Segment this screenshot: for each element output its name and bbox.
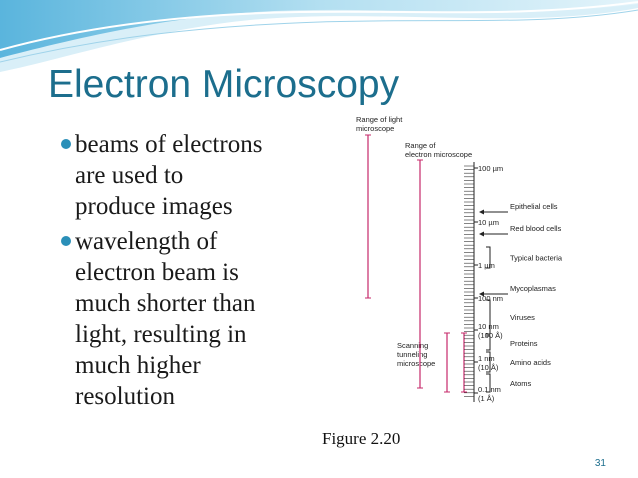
bracket [486, 335, 491, 351]
range-label: microscope [397, 359, 435, 368]
figure-caption: Figure 2.20 [322, 429, 400, 448]
range-label: Range of light [356, 115, 403, 124]
bracket [486, 299, 491, 335]
scale-label: 10 nm [478, 322, 499, 331]
arrow-head [479, 291, 484, 297]
object-label: Atoms [510, 379, 532, 388]
bullet-text: are used to [75, 162, 183, 189]
bullet-text: wavelength of [75, 228, 218, 255]
figure-background [330, 105, 592, 415]
bullet-text: produce images [75, 193, 233, 220]
object-label: Viruses [510, 313, 535, 322]
arrow-head [479, 209, 484, 215]
bracket [486, 373, 491, 393]
slide-title: Electron Microscopy [48, 63, 400, 106]
range-label: electron microscope [405, 150, 472, 159]
bullet-marker [61, 139, 71, 149]
object-label: Red blood cells [510, 224, 562, 233]
object-label: Epithelial cells [510, 202, 558, 211]
bullet-text: resolution [75, 383, 175, 410]
object-label: Amino acids [510, 358, 551, 367]
bullet-text: beams of electrons [75, 131, 262, 158]
range-label: tunneling [397, 350, 427, 359]
header-decoration [0, 0, 638, 72]
scale-label: 0.1 nm [478, 385, 501, 394]
bullet-text: light, resulting in [75, 321, 247, 348]
bullet-text: much shorter than [75, 290, 256, 317]
arrow-head [479, 231, 484, 237]
scale-label: (100 Å) [478, 331, 503, 340]
bullet-text: electron beam is [75, 259, 239, 286]
scale-label: (1 Å) [478, 394, 495, 403]
object-label: Typical bacteria [510, 254, 563, 263]
range-label: Scanning [397, 341, 428, 350]
scale-label: 1 nm [478, 354, 495, 363]
range-label: microscope [356, 124, 394, 133]
object-label: Proteins [510, 339, 538, 348]
scale-label: 100 nm [478, 294, 503, 303]
scale-label: 100 µm [478, 164, 503, 173]
page-number: 31 [595, 458, 607, 469]
bullet-text: much higher [75, 352, 201, 379]
scale-label: 10 µm [478, 218, 499, 227]
scale-label: 1 µm [478, 261, 495, 270]
scale-label: (10 Å) [478, 363, 499, 372]
bracket [486, 351, 491, 373]
range-label: Range of [405, 141, 436, 150]
object-label: Mycoplasmas [510, 284, 556, 293]
bracket [486, 246, 491, 269]
bullet-marker [61, 236, 71, 246]
bullet-list: beams of electrons are used to produce ima… [61, 131, 262, 410]
